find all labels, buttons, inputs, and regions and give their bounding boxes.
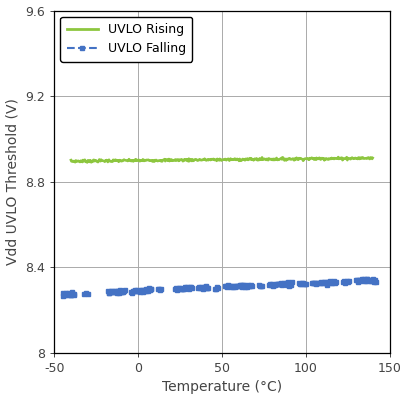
UVLO Falling — [372, 279, 376, 284]
Line: UVLO Falling: UVLO Falling — [61, 277, 378, 297]
UVLO Falling — [213, 286, 218, 291]
UVLO Rising — [317, 156, 322, 160]
UVLO Rising — [232, 156, 237, 161]
UVLO Rising — [214, 158, 219, 163]
UVLO Falling — [199, 285, 204, 290]
UVLO Falling — [374, 279, 379, 284]
X-axis label: Temperature (°C): Temperature (°C) — [162, 380, 282, 394]
UVLO Falling — [187, 285, 192, 290]
UVLO Rising — [68, 158, 73, 162]
UVLO Falling — [365, 276, 370, 281]
UVLO Rising — [249, 156, 254, 161]
UVLO Rising — [364, 156, 369, 160]
UVLO Rising — [336, 155, 341, 160]
UVLO Falling — [60, 290, 65, 295]
Y-axis label: Vdd UVLO Threshold (V): Vdd UVLO Threshold (V) — [6, 98, 20, 265]
UVLO Rising — [212, 158, 217, 162]
UVLO Rising — [370, 156, 375, 160]
UVLO Rising — [85, 160, 90, 165]
Legend: UVLO Rising, UVLO Falling: UVLO Rising, UVLO Falling — [60, 17, 192, 62]
UVLO Falling — [231, 285, 236, 290]
UVLO Falling — [61, 293, 66, 298]
Line: UVLO Rising: UVLO Rising — [71, 157, 373, 162]
UVLO Falling — [135, 288, 140, 292]
